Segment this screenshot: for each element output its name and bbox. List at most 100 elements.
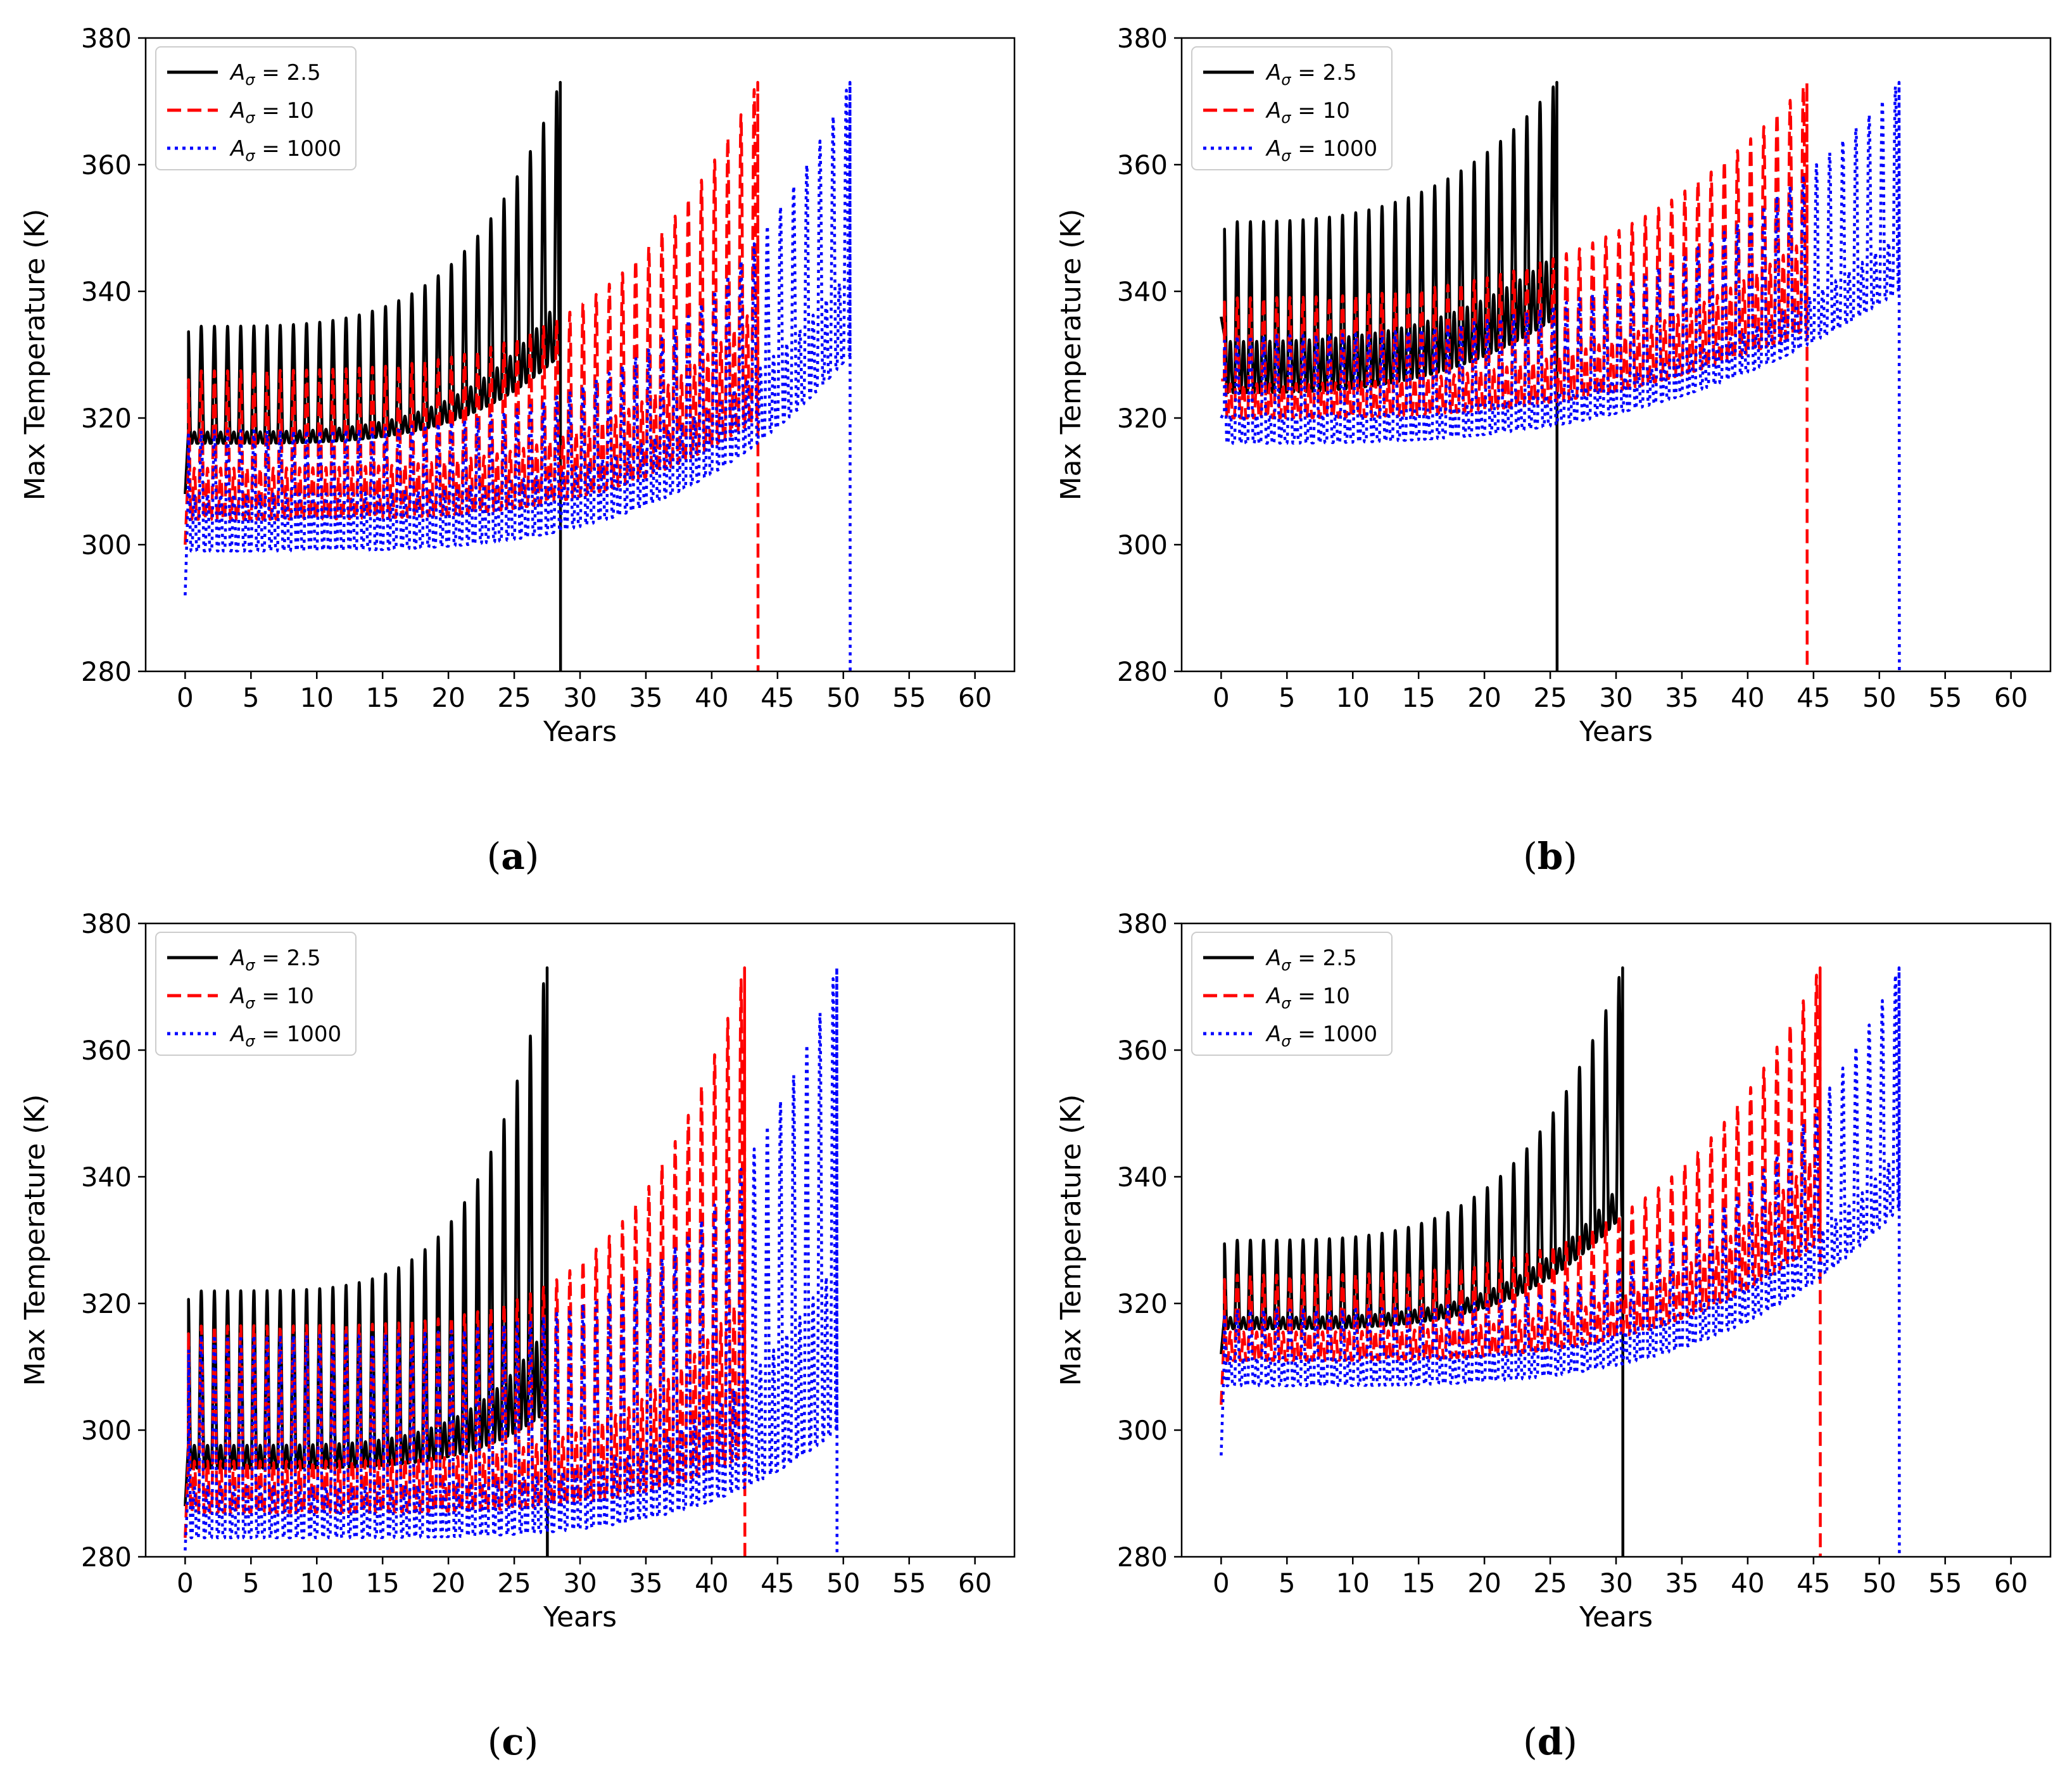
x-tick-label: 30 [563, 1568, 597, 1599]
x-tick-label: 50 [826, 1568, 860, 1599]
panel-caption-c: (c) [487, 1720, 539, 1763]
legend-label-1: Aσ = 10 [229, 984, 314, 1012]
x-tick-label: 35 [629, 682, 662, 713]
x-tick-label: 25 [1533, 682, 1567, 713]
y-tick-label: 340 [1117, 1162, 1168, 1193]
x-tick-label: 5 [1279, 682, 1296, 713]
y-tick-label: 340 [1117, 276, 1168, 307]
chart-panel-c: 0 5 10 15 20 25 30 35 40 45 50 55 60 280 300 320 340 360 3… [19, 908, 1016, 1633]
y-tick-label: 380 [1117, 23, 1168, 54]
y-tick-label: 320 [1117, 1288, 1168, 1319]
legend-label-1: Aσ = 10 [1265, 984, 1350, 1012]
x-tick-label: 45 [1797, 682, 1830, 713]
x-tick-label: 35 [1665, 1568, 1698, 1599]
y-tick-label: 320 [81, 1288, 132, 1319]
y-tick-label: 360 [81, 1035, 132, 1066]
x-tick-label: 30 [1599, 682, 1633, 713]
y-tick-label: 280 [1117, 656, 1168, 687]
x-tick-label: 15 [1401, 1568, 1435, 1599]
panel-caption-d: (d) [1523, 1720, 1577, 1763]
x-tick-label: 10 [1336, 1568, 1370, 1599]
x-tick-label: 20 [1467, 1568, 1501, 1599]
x-tick-label: 0 [1213, 1568, 1230, 1599]
y-tick-label: 300 [1117, 1415, 1168, 1446]
y-tick-label: 380 [1117, 908, 1168, 939]
y-tick-label: 300 [1117, 529, 1168, 561]
y-axis-label: Max Temperature (K) [19, 209, 51, 501]
legend-label-2: Aσ = 1000 [1265, 136, 1377, 165]
x-tick-label: 25 [497, 682, 531, 713]
y-tick-label: 280 [81, 656, 132, 687]
x-tick-label: 5 [1279, 1568, 1296, 1599]
series-line-1 [184, 80, 760, 671]
x-tick-label: 0 [177, 682, 194, 713]
x-axis-label: Years [1579, 716, 1653, 748]
x-axis-label: Years [1579, 1601, 1653, 1633]
plot-area [184, 80, 852, 671]
y-tick-label: 340 [81, 276, 132, 307]
legend: Aσ = 2.5 Aσ = 10 Aσ = 1000 [155, 932, 357, 1056]
y-tick-label: 380 [81, 23, 132, 54]
x-tick-label: 35 [1665, 682, 1698, 713]
x-tick-label: 25 [497, 1568, 531, 1599]
plot-area [1220, 966, 1901, 1557]
x-tick-label: 55 [892, 682, 926, 713]
legend-label-0: Aσ = 2.5 [1265, 60, 1357, 89]
x-tick-label: 10 [300, 1568, 334, 1599]
x-tick-label: 50 [1862, 1568, 1896, 1599]
panel-caption-b: (b) [1523, 835, 1577, 878]
x-tick-label: 55 [892, 1568, 926, 1599]
series-line-2 [184, 966, 839, 1557]
x-tick-label: 30 [1599, 1568, 1633, 1599]
series-line-0 [184, 80, 562, 671]
x-tick-label: 10 [300, 682, 334, 713]
legend-label-0: Aσ = 2.5 [1265, 946, 1357, 974]
x-tick-label: 40 [1731, 682, 1764, 713]
y-tick-label: 320 [81, 403, 132, 434]
x-tick-label: 0 [177, 1568, 194, 1599]
x-tick-label: 50 [826, 682, 860, 713]
x-tick-label: 15 [365, 682, 399, 713]
y-tick-label: 340 [81, 1162, 132, 1193]
x-tick-label: 20 [431, 682, 465, 713]
legend-label-1: Aσ = 10 [1265, 98, 1350, 127]
series-line-2 [184, 80, 852, 671]
x-tick-label: 45 [761, 1568, 794, 1599]
x-tick-label: 10 [1336, 682, 1370, 713]
x-tick-label: 5 [243, 1568, 260, 1599]
x-tick-label: 20 [1467, 682, 1501, 713]
x-tick-label: 5 [243, 682, 260, 713]
x-axis-label: Years [543, 716, 617, 748]
x-tick-label: 40 [695, 1568, 728, 1599]
legend-box [1191, 46, 1393, 170]
legend-box [155, 932, 357, 1056]
y-axis-label: Max Temperature (K) [1055, 209, 1087, 501]
y-tick-label: 360 [1117, 149, 1168, 181]
y-tick-label: 280 [1117, 1542, 1168, 1573]
x-tick-label: 60 [958, 1568, 992, 1599]
x-tick-label: 45 [761, 682, 794, 713]
series-line-1 [184, 966, 747, 1557]
series-line-1 [1220, 966, 1822, 1557]
legend: Aσ = 2.5 Aσ = 10 Aσ = 1000 [155, 46, 357, 170]
series-line-0 [184, 966, 549, 1557]
x-tick-label: 40 [695, 682, 728, 713]
legend-label-2: Aσ = 1000 [229, 1022, 341, 1050]
legend-box [155, 46, 357, 170]
x-tick-label: 40 [1731, 1568, 1764, 1599]
x-tick-label: 60 [1994, 682, 2028, 713]
legend-label-1: Aσ = 10 [229, 98, 314, 127]
x-axis-label: Years [543, 1601, 617, 1633]
y-tick-label: 380 [81, 908, 132, 939]
x-tick-label: 30 [563, 682, 597, 713]
plot-area [1220, 80, 1901, 671]
legend-label-2: Aσ = 1000 [1265, 1022, 1377, 1050]
legend-label-0: Aσ = 2.5 [229, 60, 321, 89]
chart-panel-b: 0 5 10 15 20 25 30 35 40 45 50 55 60 280 300 320 340 360 3… [1055, 23, 2052, 748]
legend: Aσ = 2.5 Aσ = 10 Aσ = 1000 [1191, 932, 1393, 1056]
y-tick-label: 300 [81, 1415, 132, 1446]
panel-caption-a: (a) [486, 835, 540, 878]
x-tick-label: 25 [1533, 1568, 1567, 1599]
y-tick-label: 280 [81, 1542, 132, 1573]
